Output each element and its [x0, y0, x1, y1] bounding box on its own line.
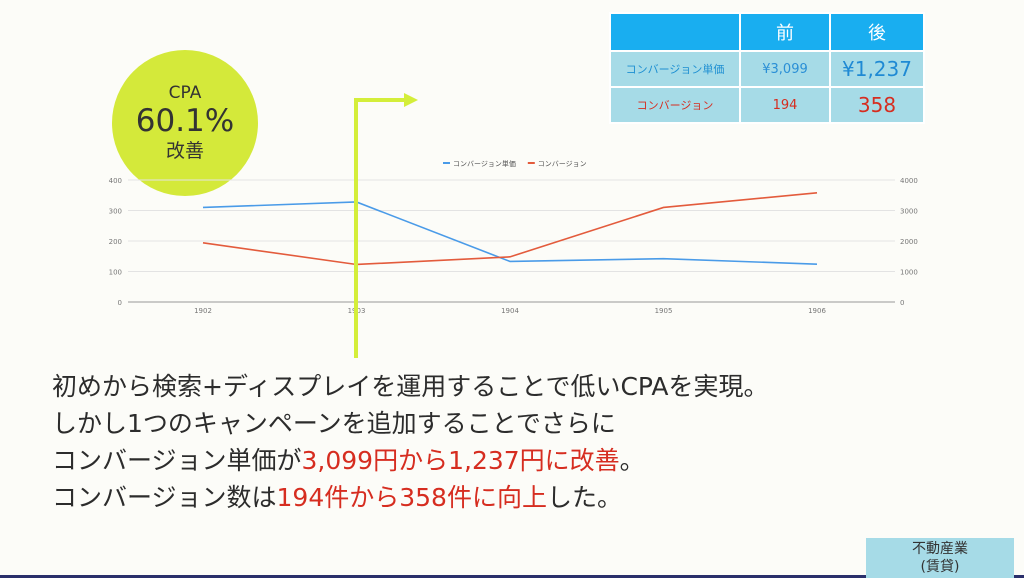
comparison-table: 前 後 コンバージョン単価 ¥3,099 ¥1,237 コンバージョン 194 … — [609, 12, 925, 124]
header-empty — [609, 12, 741, 52]
text-segment: 。 — [619, 446, 645, 475]
text-segment: した。 — [546, 483, 622, 512]
y-left-tick-label: 0 — [118, 299, 122, 307]
summary-line-4: コンバージョン数は194件から358件に向上した。 — [52, 479, 768, 516]
y-right-tick-label: 0 — [900, 299, 904, 307]
y-right-tick-label: 1000 — [900, 269, 918, 277]
category-tag: 不動産業 (賃貸) — [866, 538, 1014, 578]
legend-label: コンバージョン — [538, 160, 587, 168]
row-label-conversions: コンバージョン — [609, 86, 741, 124]
y-left-tick-label: 100 — [109, 269, 122, 277]
highlight-cpa: 3,099円から1,237円に改善 — [301, 446, 620, 475]
series-line — [202, 192, 818, 266]
y-right-tick-label: 4000 — [900, 177, 918, 185]
legend-label: コンバージョン単価 — [453, 159, 516, 168]
conversions-before: 194 — [739, 86, 831, 124]
table-row: コンバージョン単価 ¥3,099 ¥1,237 — [609, 50, 925, 88]
conversions-after: 358 — [829, 86, 925, 124]
table-header-row: 前 後 — [609, 12, 925, 52]
bottom-border — [0, 575, 1024, 578]
row-label-cpa: コンバージョン単価 — [609, 50, 741, 88]
series-line — [202, 201, 818, 265]
header-after: 後 — [829, 12, 925, 52]
x-tick-label: 1905 — [655, 307, 673, 315]
text-segment: コンバージョン単価が — [52, 446, 302, 475]
category-line-2: (賃貸) — [920, 559, 960, 575]
summary-line-2: しかし1つのキャンペーンを追加することでさらに — [52, 409, 616, 438]
y-right-tick-label: 3000 — [900, 208, 918, 216]
y-right-tick-label: 2000 — [900, 238, 918, 246]
text-segment: コンバージョン数は — [52, 483, 277, 512]
y-left-tick-label: 300 — [109, 208, 122, 216]
cpa-before: ¥3,099 — [739, 50, 831, 88]
x-tick-label: 1904 — [501, 307, 519, 315]
cpa-after: ¥1,237 — [829, 50, 925, 88]
summary-line-3: コンバージョン単価が3,099円から1,237円に改善。 — [52, 442, 768, 479]
header-before: 前 — [739, 12, 831, 52]
highlight-conversions: 194件から358件に向上 — [276, 483, 547, 512]
category-line-1: 不動産業 — [912, 541, 968, 557]
y-left-tick-label: 200 — [109, 238, 122, 246]
arrow-icon — [354, 93, 418, 358]
summary-line-1: 初めから検索+ディスプレイを運用することで低いCPAを実現。 — [52, 372, 769, 401]
summary-text: 初めから検索+ディスプレイを運用することで低いCPAを実現。 しかし1つのキャン… — [52, 368, 768, 516]
cpa-badge: CPA 60.1% 改善 — [112, 50, 258, 196]
y-left-tick-label: 400 — [109, 177, 122, 185]
badge-value: 60.1% — [135, 103, 235, 139]
badge-caption: 改善 — [165, 140, 204, 162]
x-tick-label: 1902 — [194, 307, 212, 315]
x-tick-label: 1906 — [808, 307, 826, 315]
badge-label: CPA — [168, 83, 202, 103]
table-row: コンバージョン 194 358 — [609, 86, 925, 124]
